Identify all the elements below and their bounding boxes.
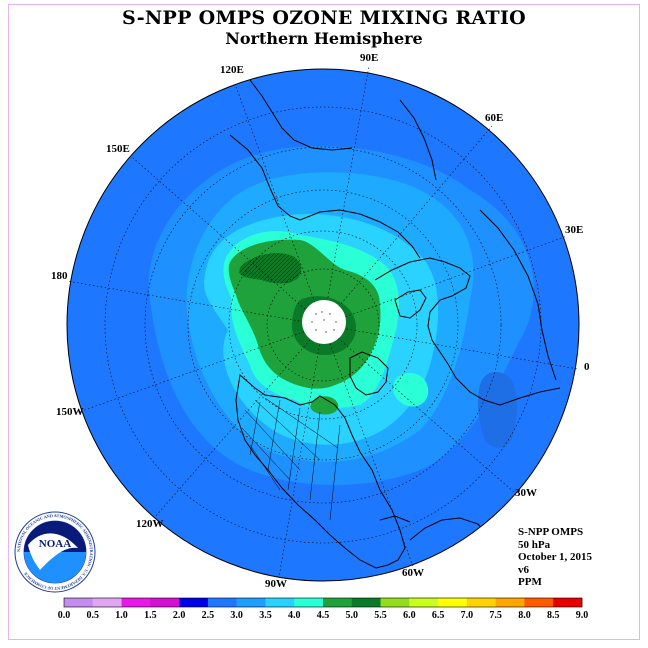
colorbar-tick-label: 8.0 — [518, 610, 531, 621]
colorbar-swatch — [179, 598, 209, 607]
colorbar-swatch — [64, 598, 94, 607]
lon-label-150w: 150W — [56, 406, 84, 418]
pole-gap-dots — [311, 311, 337, 333]
colorbar-swatch — [121, 598, 151, 607]
contour-4-0-patch — [393, 373, 429, 407]
colorbar-swatch — [150, 598, 180, 607]
colorbar-swatch — [553, 598, 583, 607]
colorbar-swatch — [351, 598, 381, 607]
colorbar-tick-label: 1.0 — [115, 610, 128, 621]
colorbar-tick-label: 5.0 — [346, 610, 359, 621]
coast-greenland — [349, 351, 389, 396]
colorbar-tick-label: 4.0 — [288, 610, 301, 621]
contour-low-atlantic — [477, 371, 517, 448]
lon-label-120e: 120E — [220, 64, 244, 76]
colorbar-swatch — [495, 598, 525, 607]
colorbar-swatch — [466, 598, 496, 607]
colorbar-tick-label: 5.5 — [374, 610, 387, 621]
lon-label-30w: 30W — [515, 487, 537, 499]
coast-africa — [479, 209, 557, 381]
noaa-logo-text: NOAA — [39, 538, 71, 550]
lon-label-0: 0 — [584, 361, 590, 373]
map-title: S-NPP OMPS OZONE MIXING RATIO — [121, 7, 527, 29]
coast-caribbean — [379, 515, 411, 523]
colorbar-tick-label: 0.5 — [87, 610, 100, 621]
coast-siberia — [299, 209, 421, 259]
info-date: October 1, 2015 — [518, 551, 593, 563]
lon-label-60e: 60E — [485, 112, 503, 124]
colorbar-tick-label: 1.5 — [144, 610, 157, 621]
colorbar-tick-label: 7.0 — [461, 610, 474, 621]
colorbar-swatch — [524, 598, 554, 607]
colorbar-swatch — [294, 598, 324, 607]
colorbar-swatch — [323, 598, 353, 607]
colorbar-tick-label: 6.0 — [403, 610, 416, 621]
colorbar-tick-label: 4.5 — [317, 610, 330, 621]
info-instrument: S-NPP OMPS — [518, 526, 584, 538]
colorbar-swatch — [265, 598, 295, 607]
colorbar-swatch — [207, 598, 237, 607]
colorbar-tick-label: 8.5 — [547, 610, 560, 621]
colorbar-tick-label: 9.0 — [576, 610, 589, 621]
colorbar-swatch — [409, 598, 439, 607]
colorbar-tick-label: 3.0 — [230, 610, 243, 621]
colorbar-swatch — [92, 598, 122, 607]
coast-india — [399, 99, 437, 181]
info-block: S-NPP OMPS 50 hPa October 1, 2015 v6 PPM — [518, 526, 592, 589]
graticule — [66, 65, 579, 578]
colorbar: 0.0 0.5 1.0 1.5 2.0 2.5 3.0 3.5 4.0 4.5 5.0 5.5 6.0 6… — [58, 597, 589, 621]
noaa-logo: NOAA NATIONAL OCEANIC AND ATMOSPHERIC AD… — [14, 511, 96, 593]
colorbar-tick-label: 3.5 — [259, 610, 272, 621]
map-subtitle: Northern Hemisphere — [225, 29, 423, 48]
colorbar-tick-label: 2.5 — [202, 610, 215, 621]
lon-label-90e: 90E — [360, 52, 378, 64]
info-pressure-level: 50 hPa — [518, 538, 551, 551]
info-version: v6 — [518, 563, 529, 576]
lon-label-120w: 120W — [136, 518, 164, 530]
lon-label-90w: 90W — [265, 578, 287, 590]
colorbar-swatch — [380, 598, 410, 607]
info-units: PPM — [518, 576, 542, 588]
hatched-region — [239, 253, 302, 284]
colorbar-swatch — [438, 598, 468, 607]
figure-frame — [8, 4, 640, 640]
coast-china — [249, 79, 353, 151]
colorbar-frame — [63, 597, 583, 608]
lon-label-180: 180 — [51, 270, 68, 282]
contour-4-5-patch — [310, 396, 339, 415]
lon-label-60w: 60W — [402, 567, 424, 579]
colorbar-tick-label: 7.5 — [489, 610, 502, 621]
colorbar-tick-label: 0.0 — [58, 610, 71, 621]
colorbar-swatch — [236, 598, 266, 607]
lon-label-150e: 150E — [106, 143, 130, 155]
colorbar-tick-label: 2.0 — [173, 610, 186, 621]
us-state-grid — [241, 397, 341, 521]
coast-scandinavia — [394, 289, 427, 319]
coast-eurasia — [374, 257, 561, 406]
colorbar-tick-label: 6.5 — [432, 610, 445, 621]
coast-east-asia — [229, 134, 301, 221]
lon-label-30e: 30E — [565, 224, 583, 236]
pole-data-gap — [302, 300, 346, 344]
